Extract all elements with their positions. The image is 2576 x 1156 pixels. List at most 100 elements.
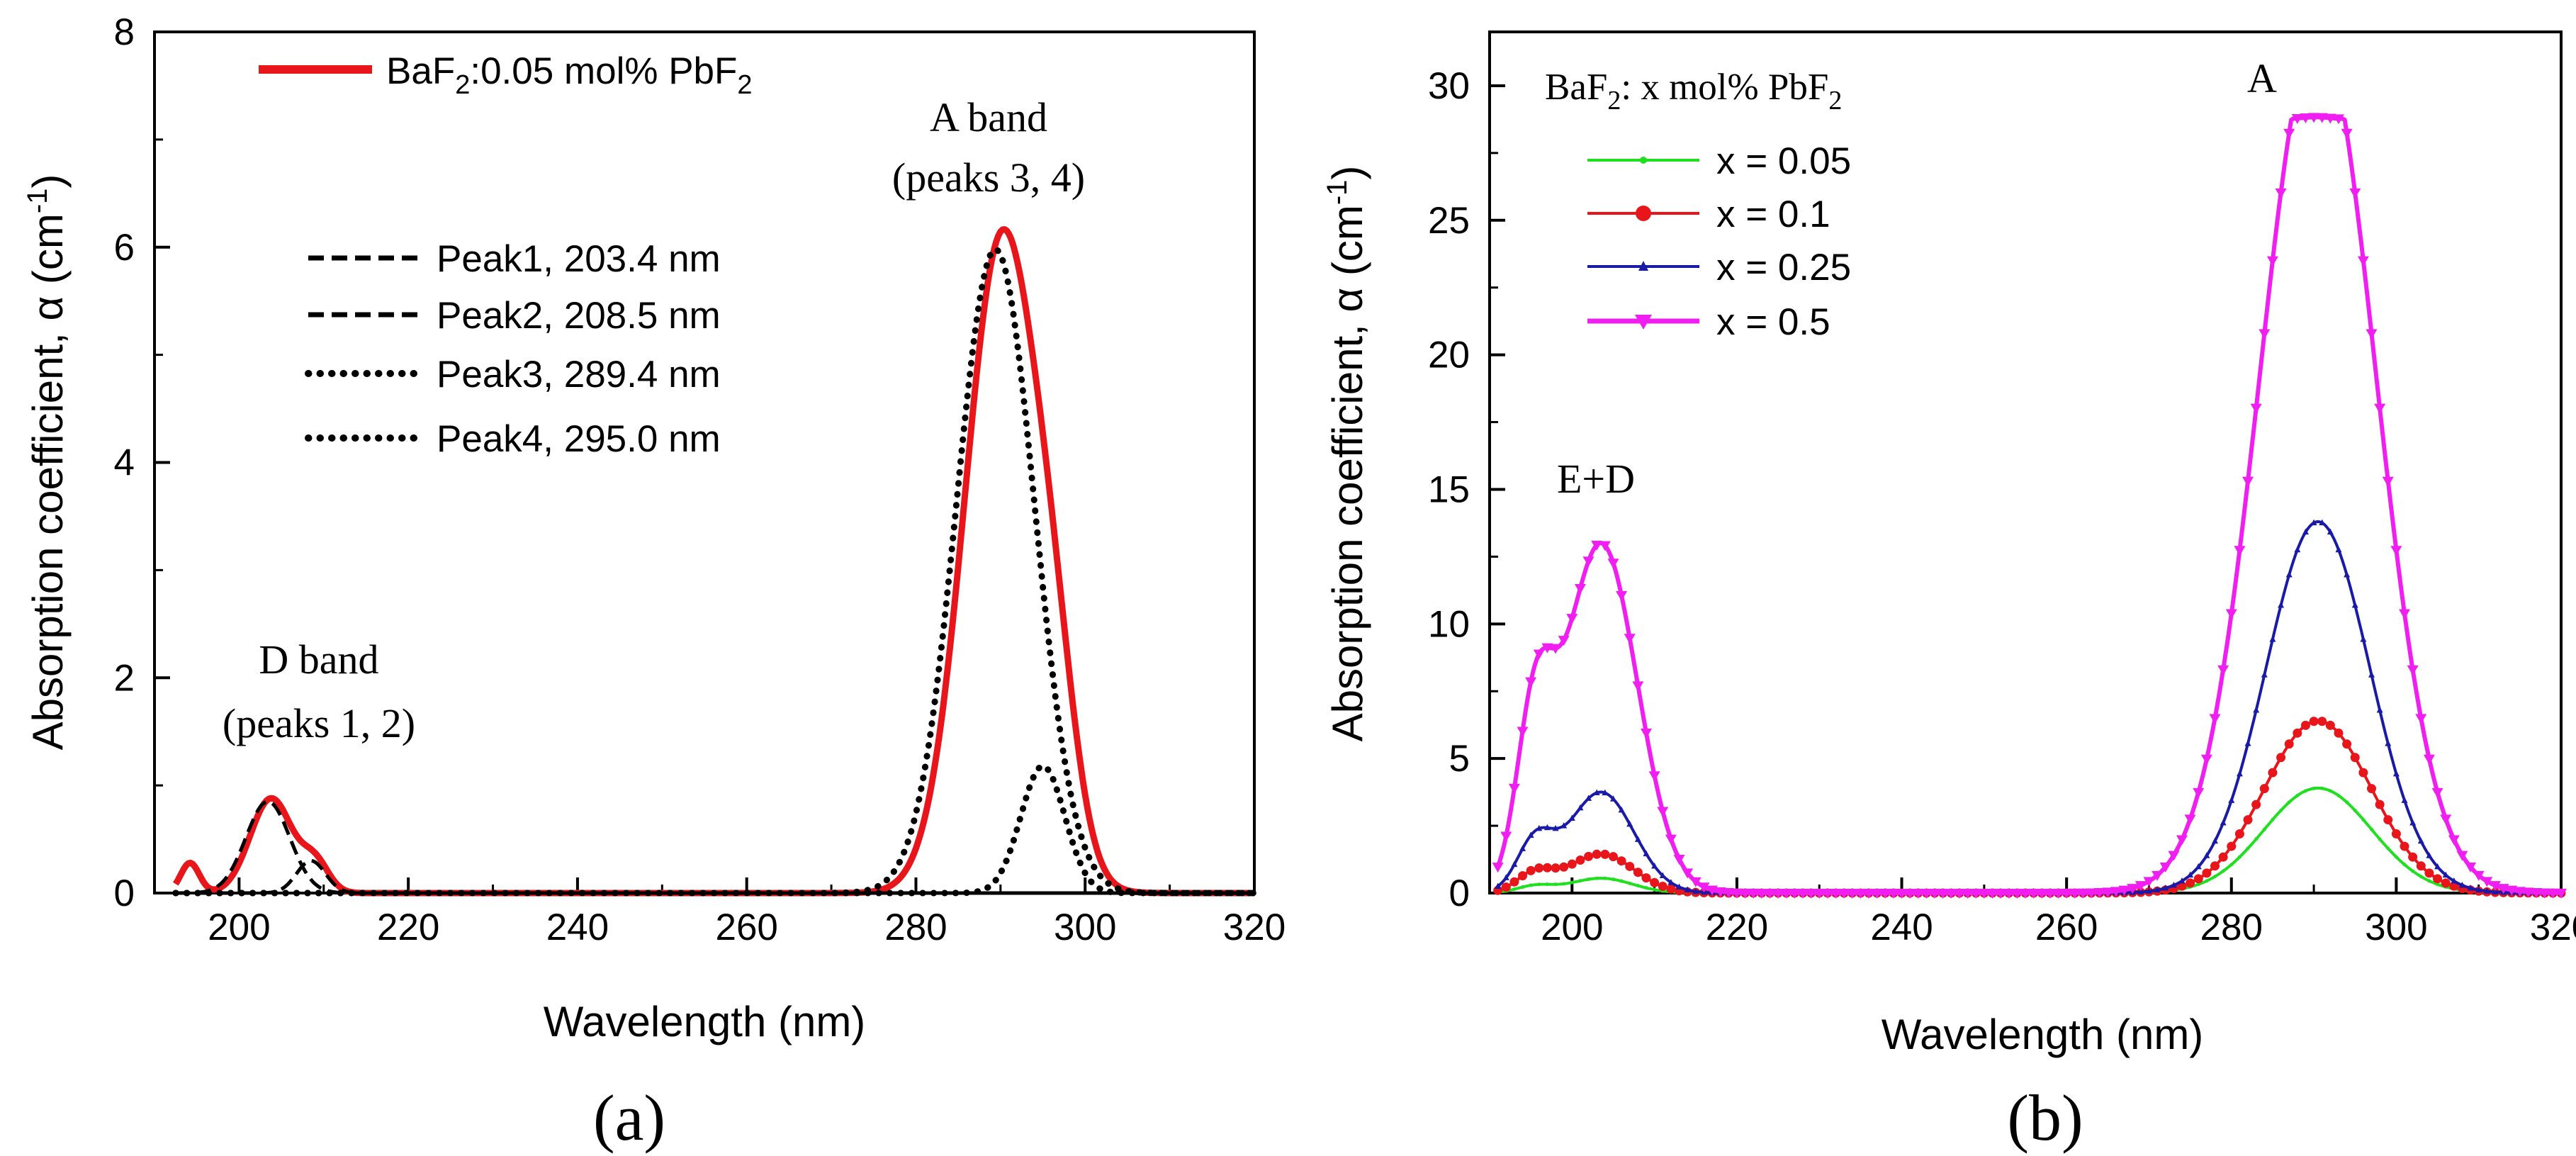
data-point — [1559, 862, 1569, 872]
data-point — [1512, 887, 1517, 892]
data-point — [1584, 851, 1594, 861]
data-point — [1920, 889, 1933, 899]
x-tick-label: 280 — [2200, 907, 2263, 948]
data-point — [1568, 814, 1575, 821]
panel-b-series — [1492, 113, 2567, 899]
data-point — [2262, 827, 2266, 831]
data-point — [2345, 800, 2349, 804]
data-point — [2342, 739, 2352, 749]
data-point — [1611, 877, 1615, 882]
data-point — [1542, 863, 1552, 872]
annotation-a: A — [2247, 55, 2277, 101]
x-tick-label: 240 — [1870, 907, 1933, 948]
data-point — [2225, 609, 2237, 619]
data-point — [2145, 887, 2152, 894]
data-point — [2374, 403, 2386, 414]
x-tick-label: 320 — [2530, 907, 2576, 948]
y-tick-label: 0 — [114, 872, 135, 914]
data-point — [1628, 881, 1632, 885]
data-point — [1509, 877, 1519, 887]
data-point — [2324, 113, 2336, 124]
data-point — [2143, 877, 2155, 887]
data-point — [2402, 863, 2407, 867]
legend-b-marker — [1640, 157, 1647, 164]
legend-b-title: BaF2: x mol% PbF2 — [1545, 67, 1842, 116]
data-point — [1953, 889, 1965, 899]
data-point — [1641, 873, 1651, 883]
data-point — [1657, 807, 1669, 817]
data-point — [2531, 888, 2543, 899]
data-point — [2467, 884, 2474, 891]
data-point — [1511, 860, 1518, 868]
y-tick-label: 4 — [114, 442, 135, 484]
data-point — [1698, 882, 1710, 893]
data-point — [1624, 634, 1636, 644]
data-point — [1527, 831, 1534, 838]
data-point — [2244, 740, 2251, 746]
data-point — [2227, 841, 2237, 851]
data-point — [2137, 888, 2144, 894]
data-point — [1570, 880, 1574, 885]
data-point — [2285, 571, 2293, 578]
data-point — [2475, 886, 2482, 893]
data-point — [1764, 888, 1776, 899]
data-point — [1602, 789, 1609, 796]
data-point — [2178, 877, 2186, 884]
data-point — [2003, 888, 2015, 899]
data-point — [1970, 889, 1982, 899]
data-point — [2294, 546, 2301, 553]
data-point — [2176, 835, 2188, 846]
panel-a-legend: BaF2:0.05 mol% PbF2 Peak1, 203.4 nm Peak… — [259, 50, 753, 460]
data-point — [2378, 837, 2382, 841]
data-point — [1567, 859, 1577, 869]
data-point — [2483, 887, 2490, 894]
data-point — [2366, 329, 2378, 339]
data-point — [2394, 855, 2398, 859]
data-point — [2497, 884, 2509, 894]
data-point — [1871, 889, 1883, 899]
legend-main-label: BaF2:0.05 mol% PbF2 — [386, 50, 753, 100]
x-tick-label: 260 — [2035, 907, 2098, 948]
data-point — [1780, 888, 1792, 899]
x-tick-label: 240 — [546, 907, 609, 948]
data-point — [1592, 849, 1602, 859]
data-point — [2424, 868, 2434, 878]
data-point — [2419, 875, 2423, 879]
data-point — [1633, 868, 1643, 877]
data-point — [2283, 128, 2295, 139]
panel-a-series — [172, 226, 1258, 897]
data-point — [2369, 827, 2373, 831]
data-point — [2351, 602, 2358, 608]
data-point — [1521, 885, 1525, 890]
data-point — [1492, 863, 1504, 873]
data-point — [1519, 845, 1526, 851]
y-tick-label: 30 — [1428, 65, 1470, 107]
data-point — [2052, 888, 2064, 899]
data-point — [2308, 113, 2320, 123]
x-tick-label: 280 — [884, 907, 947, 948]
data-point — [1644, 886, 1648, 890]
data-point — [1537, 882, 1541, 887]
data-point — [1608, 852, 1618, 862]
panel-a-plot-frame — [153, 30, 1256, 894]
panel-b-label: (b) — [2007, 1082, 2083, 1154]
legend-b-item-3: x = 0.5 — [1716, 301, 1830, 343]
data-point — [2316, 113, 2328, 123]
annotation-a-band-line1: A band — [930, 94, 1047, 140]
data-point — [2514, 887, 2526, 897]
legend-peak3-label: Peak3, 289.4 nm — [437, 354, 721, 395]
data-point — [2077, 888, 2089, 899]
data-point — [2309, 717, 2319, 726]
data-point — [1666, 884, 1676, 894]
data-point — [2382, 476, 2394, 487]
data-point — [1830, 889, 1842, 899]
data-point — [2193, 787, 2205, 798]
data-point — [2027, 888, 2040, 899]
data-point — [1500, 831, 1512, 842]
data-point — [2259, 329, 2271, 339]
data-point — [2441, 878, 2451, 888]
panel-a: 200 220 240 260 280 300 320 0 2 4 6 8 Wavelength (n… — [22, 11, 1286, 1154]
data-point — [2203, 852, 2210, 858]
data-point — [2368, 671, 2375, 678]
panel-b-ylabel: Absorption coefficient, α (cm-1) — [1322, 166, 1371, 742]
